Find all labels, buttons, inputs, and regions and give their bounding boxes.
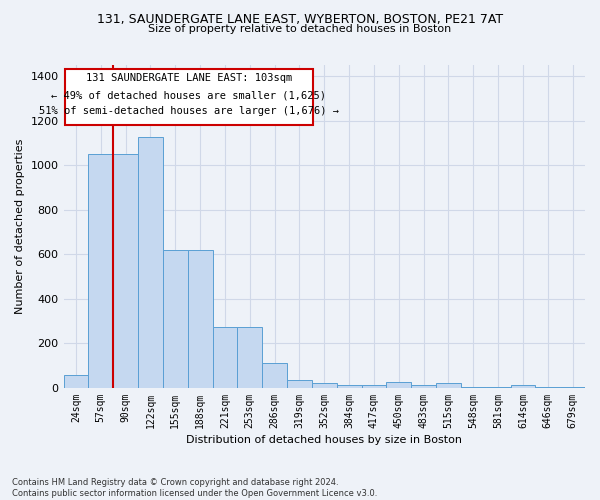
Bar <box>560 387 585 388</box>
Bar <box>238 328 262 388</box>
Text: ← 49% of detached houses are smaller (1,625): ← 49% of detached houses are smaller (1,… <box>52 90 326 101</box>
Bar <box>362 384 386 388</box>
Bar <box>461 386 485 388</box>
Bar <box>212 326 238 388</box>
X-axis label: Distribution of detached houses by size in Boston: Distribution of detached houses by size … <box>186 435 462 445</box>
Text: 131, SAUNDERGATE LANE EAST, WYBERTON, BOSTON, PE21 7AT: 131, SAUNDERGATE LANE EAST, WYBERTON, BO… <box>97 12 503 26</box>
Bar <box>411 385 436 388</box>
Bar <box>113 154 138 388</box>
Bar <box>511 384 535 388</box>
Bar <box>485 386 511 388</box>
Bar <box>287 380 312 388</box>
Bar <box>64 374 88 388</box>
Bar <box>163 250 188 388</box>
Bar <box>188 250 212 388</box>
Text: Size of property relative to detached houses in Boston: Size of property relative to detached ho… <box>148 24 452 34</box>
Bar <box>535 387 560 388</box>
Bar <box>88 154 113 388</box>
Bar <box>312 384 337 388</box>
Bar <box>138 138 163 388</box>
Bar <box>386 382 411 388</box>
Bar <box>337 384 362 388</box>
Text: 51% of semi-detached houses are larger (1,676) →: 51% of semi-detached houses are larger (… <box>39 106 339 116</box>
Bar <box>262 364 287 388</box>
FancyBboxPatch shape <box>65 70 313 125</box>
Y-axis label: Number of detached properties: Number of detached properties <box>15 139 25 314</box>
Bar <box>436 384 461 388</box>
Text: 131 SAUNDERGATE LANE EAST: 103sqm: 131 SAUNDERGATE LANE EAST: 103sqm <box>86 73 292 83</box>
Text: Contains HM Land Registry data © Crown copyright and database right 2024.
Contai: Contains HM Land Registry data © Crown c… <box>12 478 377 498</box>
